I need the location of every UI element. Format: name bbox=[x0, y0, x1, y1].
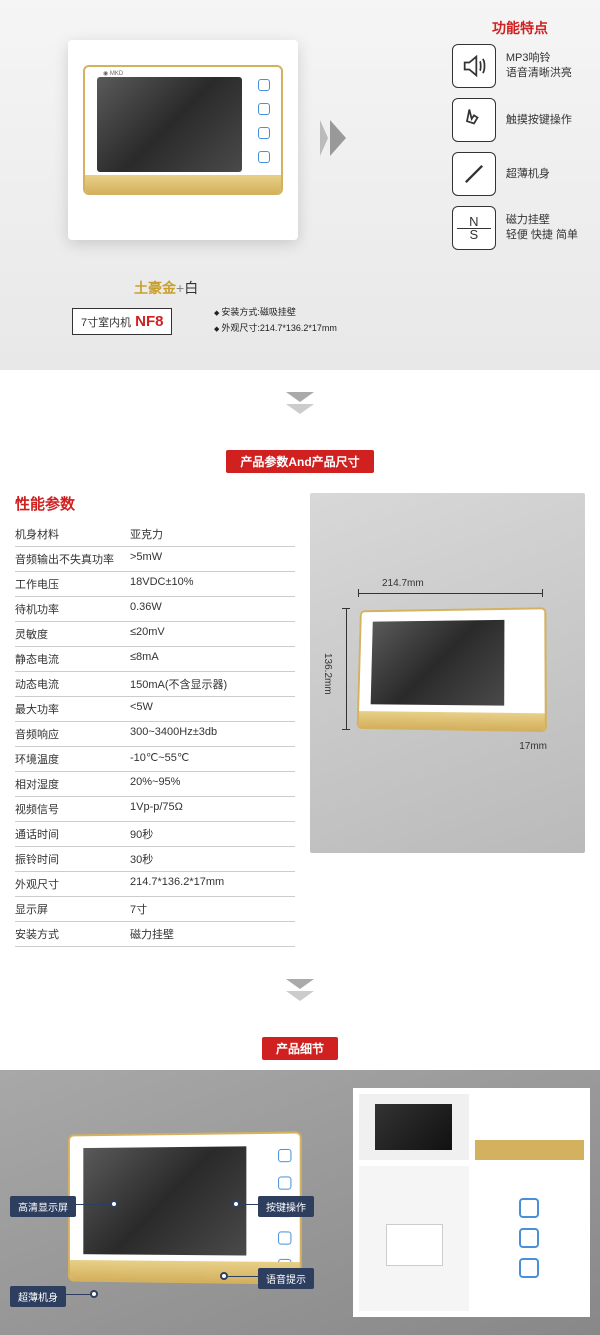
feature-item: NS磁力挂壁轻便 快捷 简单 bbox=[452, 206, 578, 250]
features-title: 功能特点 bbox=[492, 18, 548, 38]
arrow-right-icon bbox=[330, 120, 346, 156]
section-title-params: 产品参数And产品尺寸 bbox=[0, 450, 600, 473]
touch-icon bbox=[452, 98, 496, 142]
dimensions-diagram: 214.7mm 136.2mm 17mm bbox=[310, 493, 585, 853]
thumb-trim bbox=[475, 1094, 585, 1160]
dim-height-label: 136.2mm bbox=[322, 653, 333, 695]
spec-row: 通话时间90秒 bbox=[15, 822, 295, 847]
spec-row: 动态电流150mA(不含显示器) bbox=[15, 672, 295, 697]
feature-item: 触摸按键操作 bbox=[452, 98, 578, 142]
thumb-back bbox=[359, 1166, 469, 1312]
mini-specs: 安装方式:磁吸挂壁外观尺寸:214.7*136.2*17mm bbox=[214, 305, 337, 337]
device-touch-buttons bbox=[253, 79, 275, 187]
speaker-icon bbox=[452, 44, 496, 88]
dim-depth-label: 17mm bbox=[519, 741, 547, 752]
spec-row: 振铃时间30秒 bbox=[15, 847, 295, 872]
model-box: 7寸室内机NF8 bbox=[72, 308, 172, 335]
specs-table: 性能参数 机身材料亚克力音频输出不失真功率>5mW工作电压18VDC±10%待机… bbox=[15, 493, 295, 947]
brand-logo: ◉ MKD bbox=[103, 70, 123, 77]
callout-slim: 超薄机身 bbox=[10, 1286, 66, 1307]
spec-row: 视频信号1Vp-p/75Ω bbox=[15, 797, 295, 822]
dim-width-label: 214.7mm bbox=[382, 578, 424, 589]
callout-voice: 语音提示 bbox=[258, 1268, 314, 1289]
spec-row: 机身材料亚克力 bbox=[15, 522, 295, 547]
callout-screen: 高清显示屏 bbox=[10, 1196, 76, 1217]
spec-row: 音频输出不失真功率>5mW bbox=[15, 547, 295, 572]
thumb-screen bbox=[359, 1094, 469, 1160]
spec-row: 相对湿度20%~95% bbox=[15, 772, 295, 797]
divider-chevron bbox=[0, 392, 600, 432]
spec-row: 工作电压18VDC±10% bbox=[15, 572, 295, 597]
product-card: ◉ MKD bbox=[68, 40, 298, 240]
spec-row: 安装方式磁力挂壁 bbox=[15, 922, 295, 947]
details-hero: 高清显示屏 超薄机身 按键操作 语音提示 bbox=[10, 1088, 345, 1317]
device-screen bbox=[97, 77, 242, 172]
device-gold-trim bbox=[85, 175, 281, 193]
slim-icon bbox=[452, 152, 496, 196]
specs-section: 性能参数 机身材料亚克力音频输出不失真功率>5mW工作电压18VDC±10%待机… bbox=[0, 483, 600, 957]
feature-item: 超薄机身 bbox=[452, 152, 578, 196]
magnet-icon: NS bbox=[452, 206, 496, 250]
feature-item: MP3响铃语音清晰洪亮 bbox=[452, 44, 578, 88]
color-name: 土豪金+白 bbox=[134, 278, 198, 298]
spec-row: 环境温度-10℃~55℃ bbox=[15, 747, 295, 772]
thumb-buttons bbox=[475, 1166, 585, 1312]
callout-buttons: 按键操作 bbox=[258, 1196, 314, 1217]
spec-row: 音频响应300~3400Hz±3db bbox=[15, 722, 295, 747]
details-section: 高清显示屏 超薄机身 按键操作 语音提示 bbox=[0, 1070, 600, 1335]
spec-row: 灵敏度≤20mV bbox=[15, 622, 295, 647]
detail-thumbnails bbox=[353, 1088, 590, 1317]
spec-row: 静态电流≤8mA bbox=[15, 647, 295, 672]
device-front: ◉ MKD bbox=[83, 65, 283, 195]
section-title-details: 产品细节 bbox=[0, 1037, 600, 1060]
spec-row: 显示屏7寸 bbox=[15, 897, 295, 922]
divider-chevron bbox=[0, 979, 600, 1019]
hero-section: ◉ MKD 土豪金+白 7寸室内机NF8 安装方式:磁吸挂壁外观尺寸:214.7… bbox=[0, 0, 600, 370]
spec-row: 待机功率0.36W bbox=[15, 597, 295, 622]
specs-heading: 性能参数 bbox=[15, 493, 295, 514]
spec-row: 最大功率<5W bbox=[15, 697, 295, 722]
spec-row: 外观尺寸214.7*136.2*17mm bbox=[15, 872, 295, 897]
device-dimensioned bbox=[357, 607, 547, 732]
feature-list: MP3响铃语音清晰洪亮 触摸按键操作 超薄机身 NS磁力挂壁轻便 快捷 简单 bbox=[452, 44, 578, 250]
